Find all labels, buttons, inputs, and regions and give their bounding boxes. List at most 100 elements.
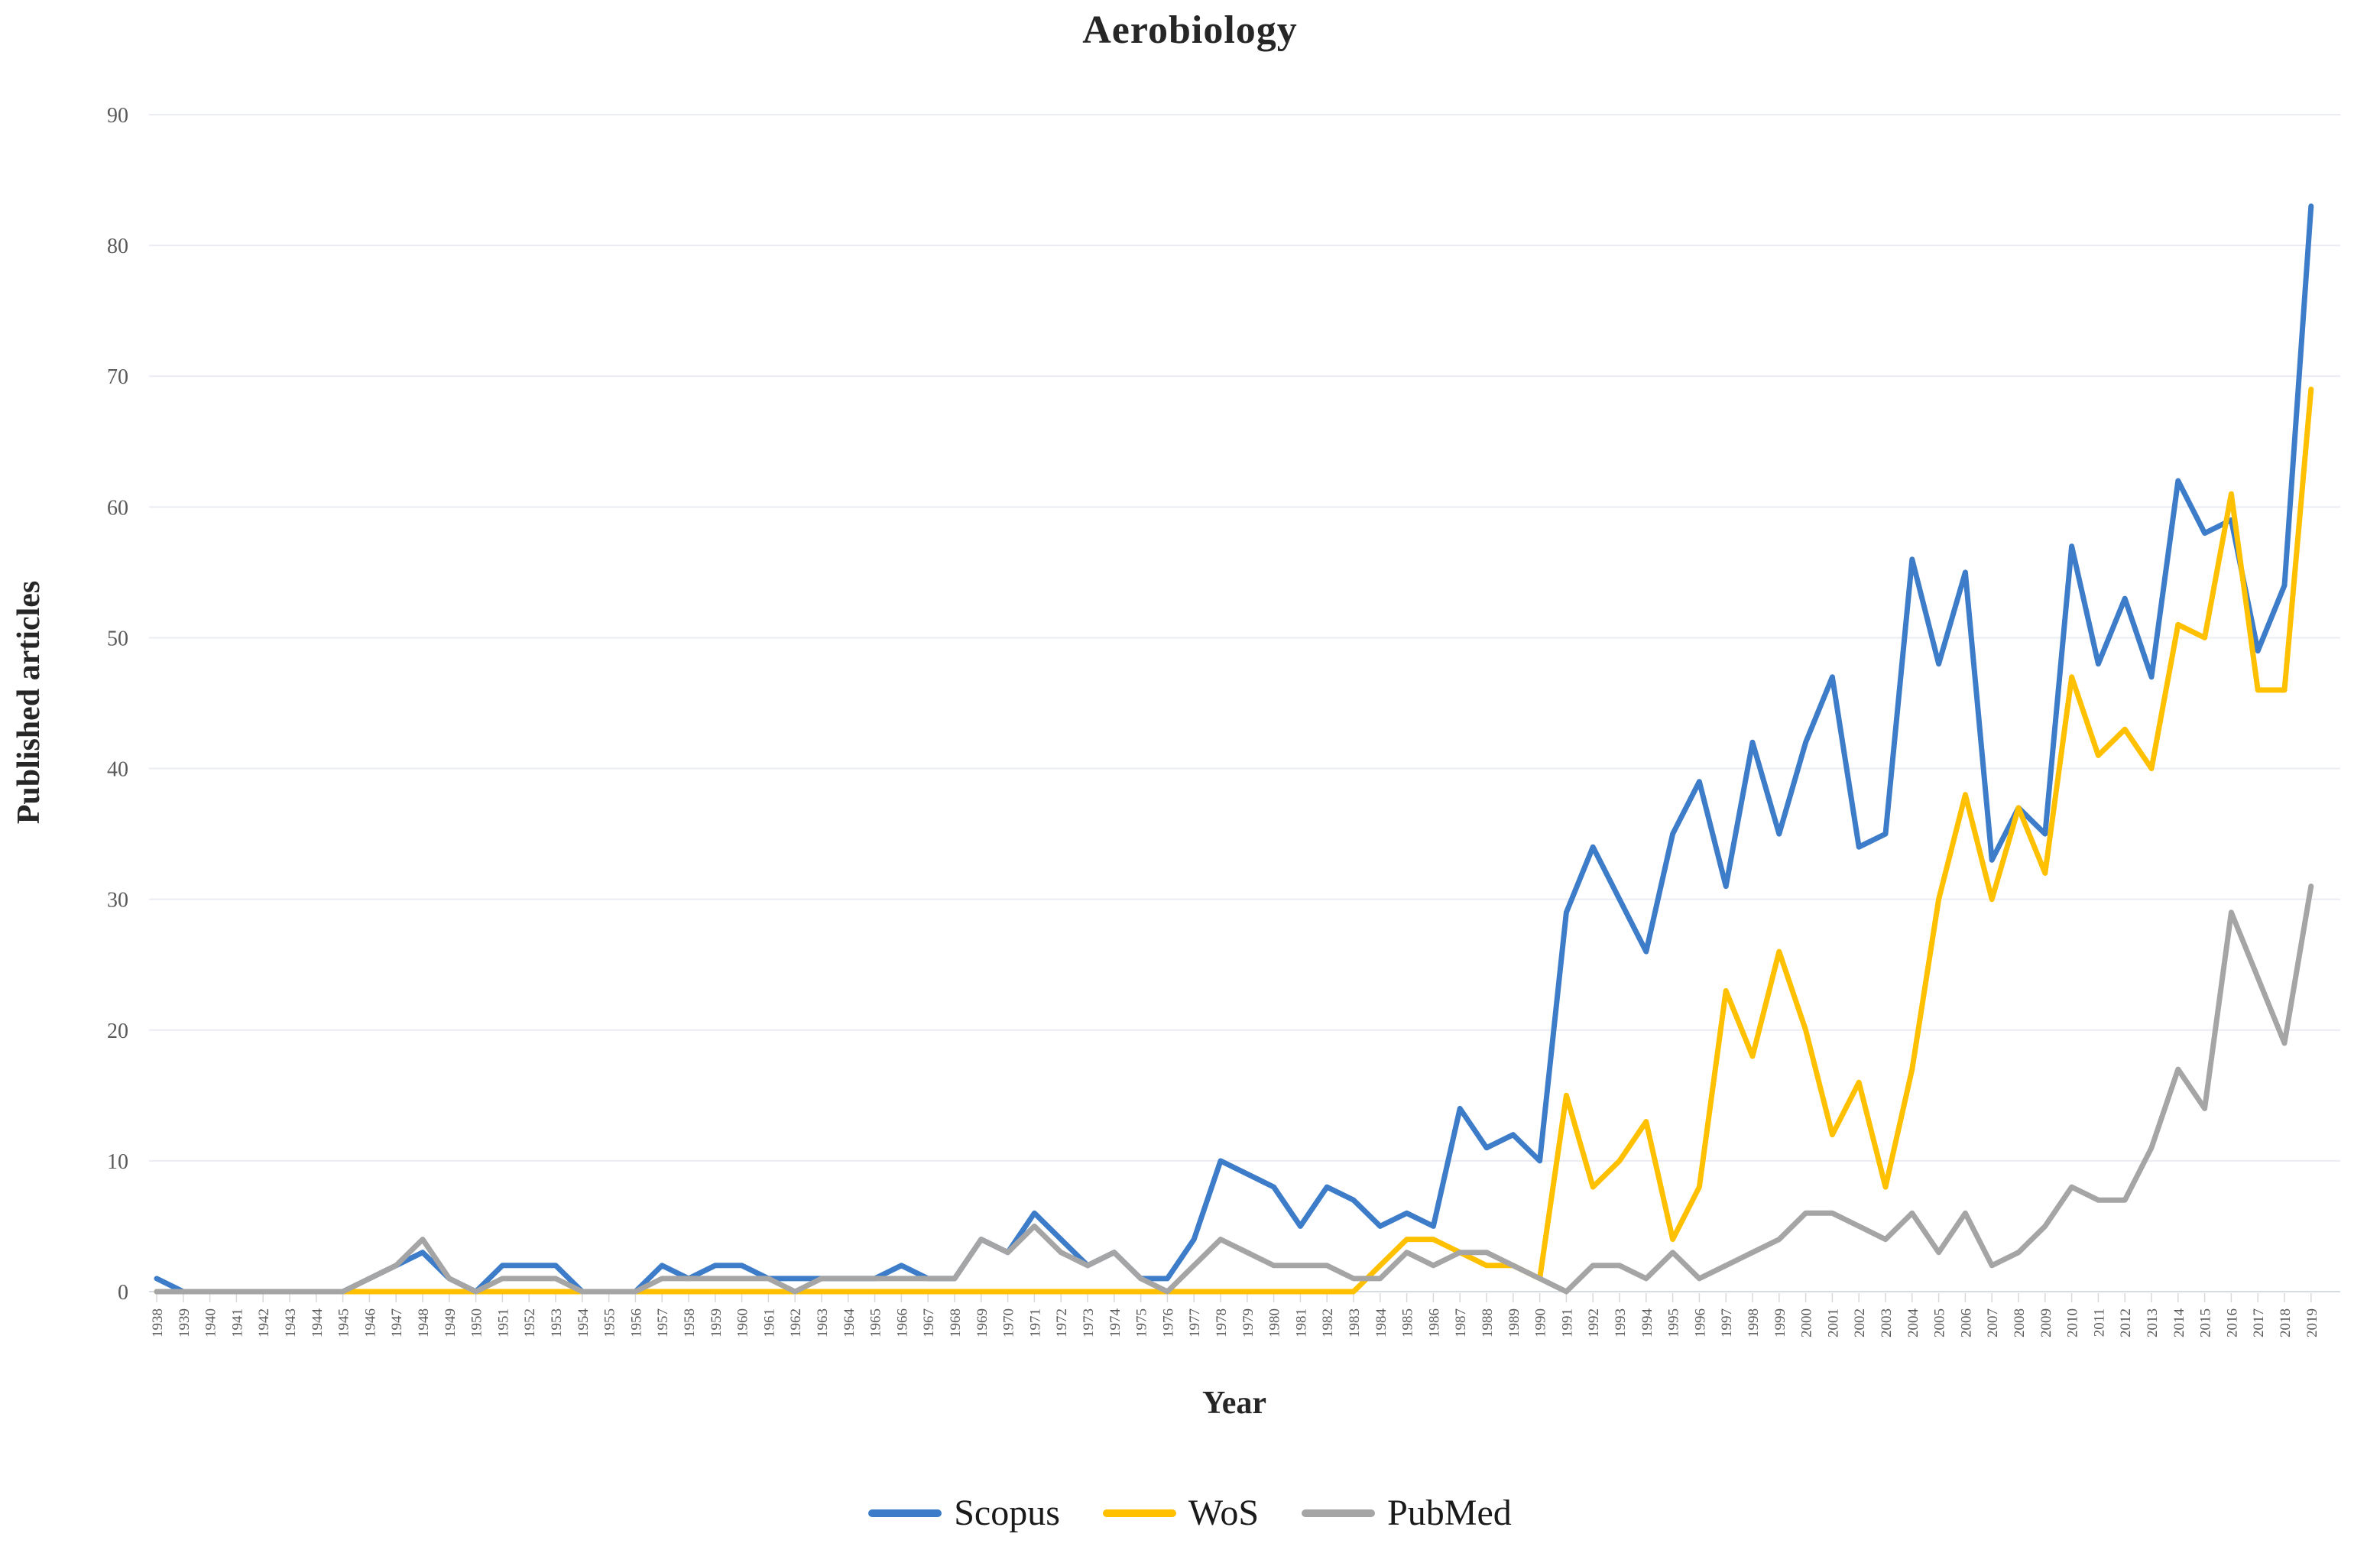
legend-label-wos: WoS	[1188, 1493, 1260, 1533]
x-axis-tick-label: 1989	[1506, 1308, 1522, 1337]
x-axis-tick-label: 1971	[1027, 1308, 1043, 1337]
x-axis-tick-label: 1977	[1187, 1308, 1203, 1337]
legend-label-pubmed: PubMed	[1387, 1493, 1512, 1533]
x-axis-tick-label: 1969	[974, 1308, 991, 1337]
x-axis-tick-label: 1938	[150, 1308, 166, 1337]
x-axis-tick-label: 2012	[2118, 1308, 2134, 1337]
x-axis-tick-label: 2009	[2038, 1308, 2054, 1337]
y-axis-tick-label: 90	[107, 104, 128, 128]
x-axis-tick-label: 2005	[1932, 1308, 1948, 1337]
y-axis-tick-label: 0	[118, 1281, 128, 1305]
pubmed-line	[154, 884, 2314, 1295]
x-axis-tick-label: 1987	[1453, 1308, 1469, 1337]
x-axis-tick-label: 1968	[948, 1308, 964, 1337]
x-axis-tick-label: 1943	[283, 1308, 299, 1337]
x-axis-tick-label: 1997	[1719, 1308, 1735, 1337]
x-axis-tick-label: 1978	[1214, 1308, 1230, 1337]
x-axis-tick-label: 1990	[1533, 1308, 1549, 1337]
x-axis-tick-label: 1944	[310, 1308, 326, 1338]
x-axis-tick-label: 1957	[655, 1308, 671, 1337]
x-axis-tick-label: 1967	[921, 1308, 937, 1337]
x-axis-tick-label: 2002	[1852, 1308, 1868, 1337]
legend-label-scopus: Scopus	[954, 1493, 1060, 1533]
x-axis-tick-label: 2016	[2224, 1308, 2240, 1337]
x-axis-tick-label: 1959	[708, 1308, 725, 1337]
x-axis-tick-label: 1963	[815, 1308, 831, 1337]
wos-line	[154, 386, 2314, 1295]
x-axis-tick-label: 1951	[495, 1308, 511, 1337]
x-axis-tick-label: 1979	[1240, 1308, 1256, 1337]
legend-item-scopus: Scopus	[868, 1492, 1060, 1534]
x-axis-tick-label: 1984	[1373, 1308, 1389, 1338]
legend-item-pubmed: PubMed	[1302, 1492, 1512, 1534]
x-axis-tick-label: 2006	[1958, 1308, 1974, 1337]
wos-line-swatch-icon	[1102, 1509, 1176, 1517]
x-axis-tick-label: 1999	[1772, 1308, 1788, 1337]
x-axis-tick-label: 1960	[735, 1308, 751, 1337]
x-axis-tick-label: 1939	[177, 1308, 193, 1337]
x-axis-tick-label: 1996	[1692, 1308, 1708, 1337]
x-axis-tick-label: 2017	[2251, 1308, 2267, 1337]
x-axis-tick-label: 1964	[841, 1308, 858, 1338]
x-axis-tick-label: 1947	[389, 1308, 405, 1337]
y-axis-tick-label: 40	[107, 758, 128, 782]
x-axis-tick-label: 1970	[1001, 1308, 1017, 1337]
y-axis-tick-label: 20	[107, 1020, 128, 1043]
y-axis-tick-label: 70	[107, 365, 128, 389]
x-axis-tick-label: 1961	[761, 1308, 777, 1337]
x-axis-tick-label: 2004	[1905, 1308, 1921, 1338]
x-axis-tick-label: 1972	[1054, 1308, 1070, 1337]
x-axis-tick-label: 2015	[2198, 1308, 2214, 1337]
x-axis-tick-label: 1954	[576, 1308, 592, 1338]
x-axis-tick-label: 1952	[522, 1308, 538, 1337]
x-axis-tick-label: 2011	[2091, 1308, 2107, 1337]
x-axis-tick-label: 1956	[628, 1308, 644, 1337]
x-axis-tick-label: 2000	[1799, 1308, 1815, 1337]
x-axis-tick-label: 2018	[2278, 1308, 2294, 1337]
x-axis-tick-label: 1958	[682, 1308, 698, 1337]
x-axis-tick-label: 2013	[2145, 1308, 2161, 1337]
chart-title: Aerobiology	[1082, 8, 1298, 52]
y-axis-tick-label: 60	[107, 496, 128, 520]
pubmed-line-swatch-icon	[1302, 1509, 1376, 1517]
x-axis-tick-label: 2001	[1825, 1308, 1841, 1337]
y-axis-tick-label: 50	[107, 627, 128, 650]
x-axis-tick-label: 1983	[1347, 1308, 1363, 1337]
y-axis-tick-label: 30	[107, 889, 128, 913]
x-axis-tick-label: 2008	[2012, 1308, 2028, 1337]
x-axis-tick-label: 1942	[256, 1308, 272, 1337]
x-axis-tick-label: 1955	[602, 1308, 618, 1337]
x-axis-tick-label: 1982	[1320, 1308, 1336, 1337]
x-axis-tick-label: 1994	[1639, 1308, 1655, 1338]
x-axis-tick-label: 1992	[1586, 1308, 1602, 1337]
x-axis-tick-label: 1974	[1107, 1308, 1124, 1338]
x-axis-tick-label: 1976	[1160, 1308, 1176, 1337]
x-axis-tick-label: 1941	[229, 1308, 245, 1337]
x-axis-tick-label: 1991	[1559, 1308, 1575, 1337]
legend: Scopus WoS PubMed	[0, 1492, 2380, 1534]
x-axis-tick-label: 1986	[1426, 1308, 1442, 1337]
scopus-line	[154, 203, 2314, 1295]
x-axis-tick-label: 1940	[203, 1308, 219, 1337]
x-axis-tick-label: 1973	[1081, 1308, 1097, 1337]
x-axis-title: Year	[1202, 1386, 1266, 1421]
x-axis-tick-label: 1945	[336, 1308, 352, 1337]
scopus-line-swatch-icon	[868, 1509, 942, 1517]
x-axis-tick-label: 1993	[1613, 1308, 1629, 1337]
x-axis-tick-label: 1980	[1267, 1308, 1283, 1337]
x-axis-tick-label: 1988	[1480, 1308, 1496, 1337]
x-axis-tick-label: 1995	[1666, 1308, 1682, 1337]
x-axis-tick-label: 2010	[2065, 1308, 2081, 1337]
x-axis-tick-label: 1965	[868, 1308, 884, 1337]
y-axis-tick-label: 80	[107, 235, 128, 258]
x-axis-tick-label: 1946	[362, 1308, 378, 1337]
x-axis-tick-label: 1962	[788, 1308, 804, 1337]
y-axis-tick-label: 10	[107, 1150, 128, 1174]
x-axis-tick-label: 1966	[894, 1308, 910, 1337]
x-axis-tick-label: 1953	[549, 1308, 565, 1337]
legend-item-wos: WoS	[1102, 1492, 1260, 1534]
x-axis-tick-label: 1948	[416, 1308, 432, 1337]
x-axis-tick-label: 1950	[469, 1308, 485, 1337]
